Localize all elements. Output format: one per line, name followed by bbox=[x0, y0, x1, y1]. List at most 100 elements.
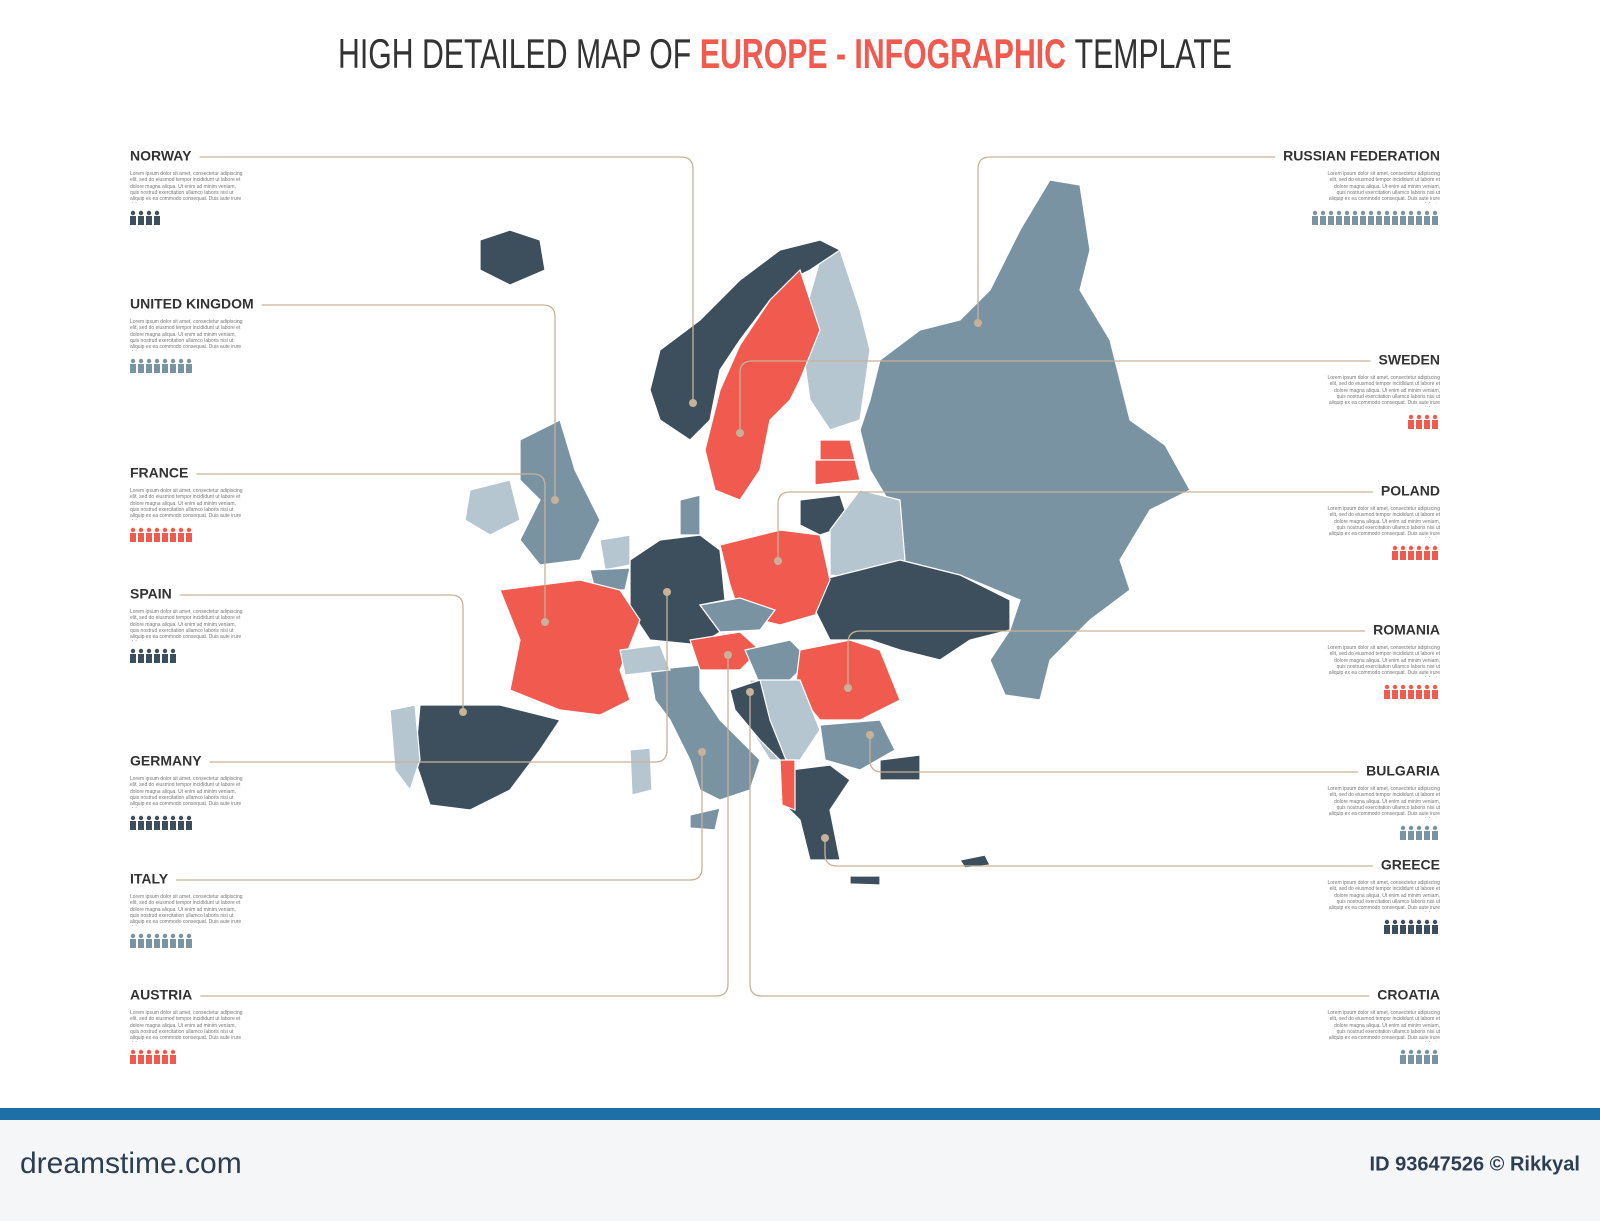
person-icon bbox=[130, 815, 136, 830]
person-icon bbox=[1400, 210, 1406, 225]
leader-dot bbox=[551, 496, 559, 504]
person-icon bbox=[1416, 825, 1422, 840]
description: Lorem ipsum dolor sit amet, consectetur … bbox=[1327, 171, 1440, 203]
person-icon bbox=[138, 933, 144, 948]
leader-line bbox=[261, 304, 556, 500]
person-icon bbox=[186, 527, 192, 542]
leader-line bbox=[176, 752, 703, 881]
leader-dot bbox=[974, 319, 982, 327]
country-label: RUSSIAN FEDERATION bbox=[1283, 148, 1440, 164]
person-icon bbox=[1416, 210, 1422, 225]
person-icon bbox=[138, 210, 144, 225]
leader-line bbox=[739, 360, 1371, 433]
person-icon bbox=[162, 358, 168, 373]
person-icon bbox=[178, 933, 184, 948]
description: Lorem ipsum dolor sit amet, consectetur … bbox=[1327, 1010, 1440, 1042]
person-icon bbox=[1432, 919, 1438, 934]
person-icon bbox=[138, 648, 144, 663]
person-icon bbox=[1416, 545, 1422, 560]
person-icon bbox=[146, 358, 152, 373]
country-label: SWEDEN bbox=[1379, 352, 1440, 368]
person-icon bbox=[1400, 684, 1406, 699]
person-icon bbox=[146, 815, 152, 830]
person-icon bbox=[1328, 210, 1334, 225]
footer bbox=[0, 1120, 1600, 1221]
leader-dot bbox=[774, 557, 782, 565]
person-icon bbox=[1408, 1049, 1414, 1064]
person-icon bbox=[1352, 210, 1358, 225]
person-icon bbox=[138, 815, 144, 830]
person-icon bbox=[186, 815, 192, 830]
person-icon bbox=[1424, 684, 1430, 699]
person-icon bbox=[1424, 919, 1430, 934]
description: Lorem ipsum dolor sit amet, consectetur … bbox=[1327, 645, 1440, 677]
leader-dot bbox=[844, 684, 852, 692]
leader-dot bbox=[663, 588, 671, 596]
person-icon bbox=[138, 358, 144, 373]
person-icon bbox=[170, 815, 176, 830]
country-label: GREECE bbox=[1381, 857, 1440, 873]
leader-dot bbox=[459, 708, 467, 716]
leader-dot bbox=[736, 429, 744, 437]
country-label: UNITED KINGDOM bbox=[130, 296, 254, 312]
person-icon bbox=[1416, 414, 1422, 429]
person-icon bbox=[138, 527, 144, 542]
description: Lorem ipsum dolor sit amet, consectetur … bbox=[130, 1010, 243, 1042]
leader-dot bbox=[821, 834, 829, 842]
description: Lorem ipsum dolor sit amet, consectetur … bbox=[130, 894, 243, 926]
person-icon bbox=[154, 210, 160, 225]
leader-line bbox=[200, 655, 729, 997]
person-icon bbox=[162, 648, 168, 663]
person-icon bbox=[178, 527, 184, 542]
person-icon bbox=[170, 1049, 176, 1064]
person-icon bbox=[146, 527, 152, 542]
person-icon bbox=[1432, 545, 1438, 560]
person-icon bbox=[154, 933, 160, 948]
leader-line bbox=[869, 735, 1359, 773]
person-icon bbox=[1424, 210, 1430, 225]
person-icon bbox=[130, 933, 136, 948]
person-icon bbox=[146, 210, 152, 225]
footer-band bbox=[0, 1108, 1600, 1120]
person-icon bbox=[154, 358, 160, 373]
person-icon bbox=[1416, 684, 1422, 699]
person-icon bbox=[1392, 684, 1398, 699]
person-icon bbox=[1408, 684, 1414, 699]
person-icon bbox=[162, 527, 168, 542]
country-label: BULGARIA bbox=[1366, 763, 1440, 779]
person-icon bbox=[154, 815, 160, 830]
description: Lorem ipsum dolor sit amet, consectetur … bbox=[130, 776, 243, 808]
person-icon bbox=[1408, 414, 1414, 429]
person-icon bbox=[1424, 825, 1430, 840]
person-icon bbox=[1392, 919, 1398, 934]
person-icon bbox=[1312, 210, 1318, 225]
person-icon bbox=[162, 815, 168, 830]
leader-line bbox=[749, 692, 1370, 997]
description: Lorem ipsum dolor sit amet, consectetur … bbox=[130, 609, 243, 641]
person-icon bbox=[138, 1049, 144, 1064]
person-icon bbox=[1432, 825, 1438, 840]
person-icon bbox=[1424, 545, 1430, 560]
person-icon bbox=[130, 358, 136, 373]
title-start: HIGH DETAILED MAP OF bbox=[338, 30, 691, 77]
leader-dot bbox=[746, 688, 754, 696]
person-icon bbox=[146, 648, 152, 663]
leader-line bbox=[199, 156, 694, 403]
footer-credit: ID 93647526 © Rikkyal bbox=[1370, 1153, 1580, 1175]
country-label: GERMANY bbox=[130, 753, 202, 769]
person-icon bbox=[170, 358, 176, 373]
person-icon bbox=[130, 210, 136, 225]
description: Lorem ipsum dolor sit amet, consectetur … bbox=[130, 488, 243, 520]
person-icon bbox=[1400, 825, 1406, 840]
person-icon bbox=[154, 527, 160, 542]
leader-line bbox=[977, 156, 1276, 323]
country-label: NORWAY bbox=[130, 148, 192, 164]
leader-dot bbox=[866, 731, 874, 739]
leader-line bbox=[777, 491, 1373, 561]
person-icon bbox=[1432, 1049, 1438, 1064]
person-icon bbox=[1384, 210, 1390, 225]
person-icon bbox=[1408, 919, 1414, 934]
description: Lorem ipsum dolor sit amet, consectetur … bbox=[1327, 506, 1440, 538]
leader-line bbox=[209, 592, 668, 763]
